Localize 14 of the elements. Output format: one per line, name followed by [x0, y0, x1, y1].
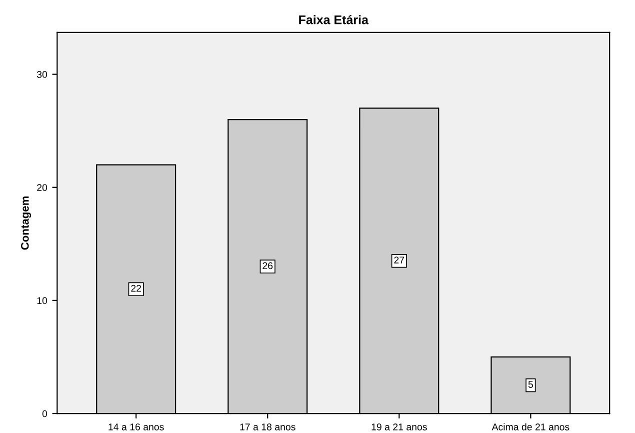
y-tick-label: 0	[42, 410, 48, 418]
y-axis-title: Contagem	[20, 196, 32, 250]
x-tick-label: 17 a 18 anos	[240, 423, 296, 430]
data-label: 27	[394, 256, 404, 264]
data-label: 5	[528, 381, 533, 388]
y-tick-label: 10	[37, 297, 48, 304]
x-tick-label: 14 a 16 anos	[108, 423, 164, 430]
x-tick-label: Acima de 21 anos	[492, 423, 570, 430]
data-label: 22	[131, 284, 141, 292]
chart-title: Faixa Etária	[299, 14, 369, 24]
x-tick-label: 19 a 21 anos	[372, 423, 427, 430]
y-tick-label: 20	[37, 184, 48, 191]
data-label: 26	[262, 262, 273, 270]
y-tick-label: 30	[36, 71, 48, 78]
